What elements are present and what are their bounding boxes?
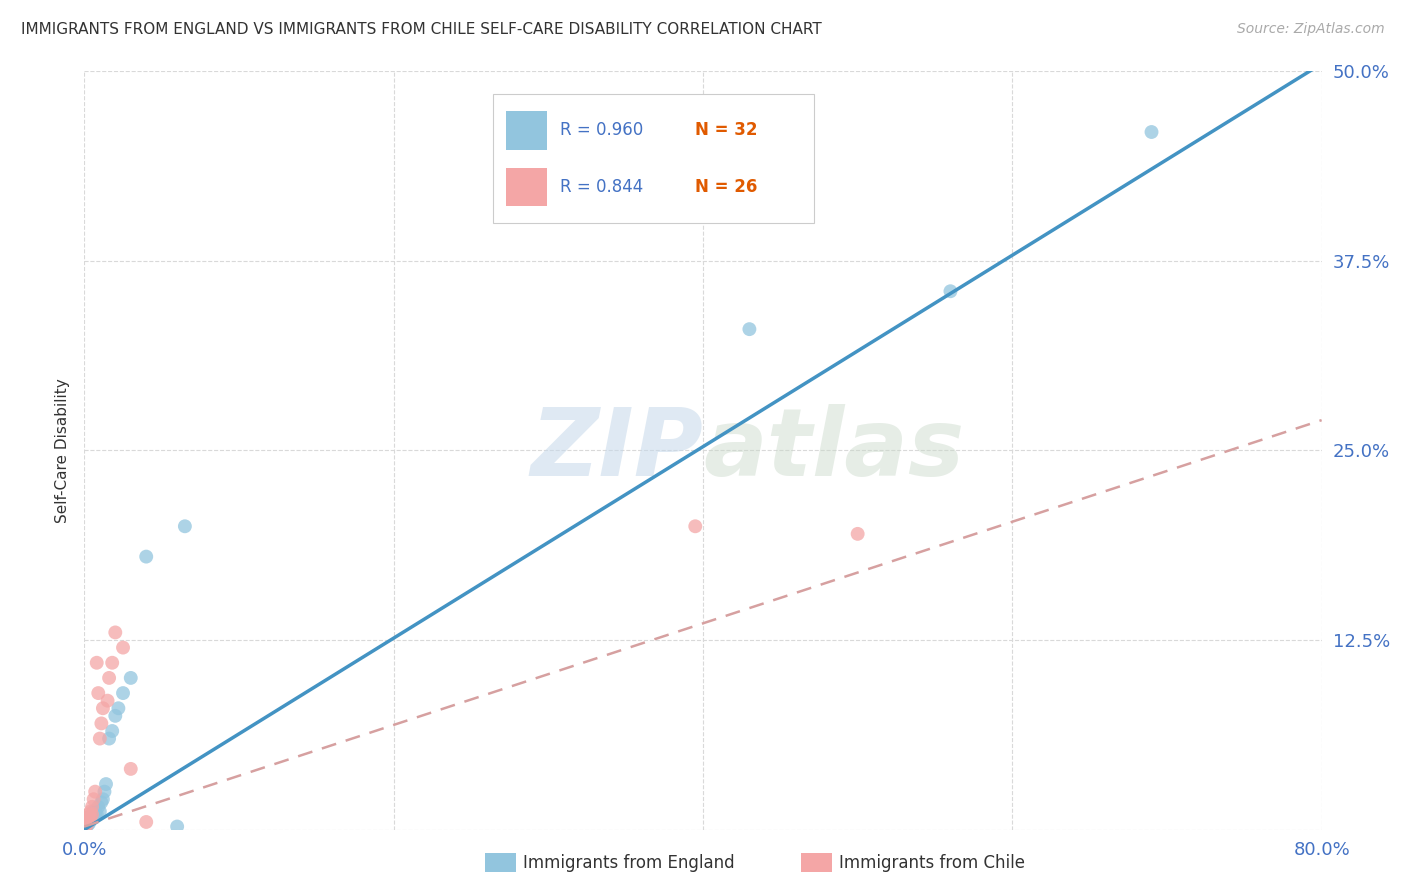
Point (107, 701, 129, 715)
Point (83, 792, 105, 806)
Point (82, 800, 104, 814)
Point (174, 519, 197, 533)
Point (86, 656, 108, 670)
Point (77, 814, 100, 828)
Y-axis label: Self-Care Disability: Self-Care Disability (55, 378, 70, 523)
Point (75, 820, 97, 834)
Point (1140, 125, 1163, 139)
Point (82, 807, 104, 822)
Point (939, 285, 962, 299)
Text: Immigrants from Chile: Immigrants from Chile (839, 854, 1025, 871)
Point (82, 807, 104, 822)
Point (101, 724, 124, 739)
Point (77, 807, 100, 822)
Point (76, 816, 98, 830)
Point (75, 815, 97, 830)
Point (87, 686, 110, 700)
Point (83, 810, 105, 824)
Point (166, 820, 188, 834)
Point (89, 731, 111, 746)
Point (112, 640, 135, 655)
Text: Source: ZipAtlas.com: Source: ZipAtlas.com (1237, 22, 1385, 37)
Point (93, 785, 115, 799)
Point (84, 809, 107, 823)
Point (76, 815, 98, 830)
Point (135, 549, 157, 564)
Point (120, 762, 142, 776)
Point (104, 708, 127, 723)
Text: IMMIGRANTS FROM ENGLAND VS IMMIGRANTS FROM CHILE SELF-CARE DISABILITY CORRELATIO: IMMIGRANTS FROM ENGLAND VS IMMIGRANTS FR… (21, 22, 823, 37)
Point (98, 731, 121, 746)
Point (98, 671, 121, 685)
Point (101, 656, 124, 670)
Point (738, 322, 761, 336)
Point (120, 671, 142, 685)
Point (89, 805, 111, 819)
Point (90, 716, 112, 731)
Point (77, 816, 100, 830)
Point (90, 795, 112, 809)
Point (79, 810, 101, 824)
Point (91, 792, 114, 806)
Point (83, 805, 105, 819)
Point (77, 812, 100, 826)
Point (846, 526, 869, 541)
Point (104, 625, 127, 640)
Point (84, 785, 107, 799)
Point (82, 812, 104, 826)
Text: ZIP: ZIP (530, 404, 703, 497)
Point (79, 805, 101, 819)
Point (75, 820, 97, 834)
Point (135, 815, 157, 830)
Point (94, 777, 117, 791)
Point (96, 694, 118, 708)
Point (685, 519, 707, 533)
Point (79, 814, 101, 828)
Text: Immigrants from England: Immigrants from England (523, 854, 735, 871)
Point (87, 800, 110, 814)
Point (112, 686, 135, 700)
Point (76, 818, 98, 832)
Point (76, 810, 98, 824)
Text: atlas: atlas (703, 404, 965, 497)
Point (84, 805, 107, 819)
Point (86, 807, 108, 822)
Point (79, 810, 101, 824)
Point (91, 701, 114, 715)
